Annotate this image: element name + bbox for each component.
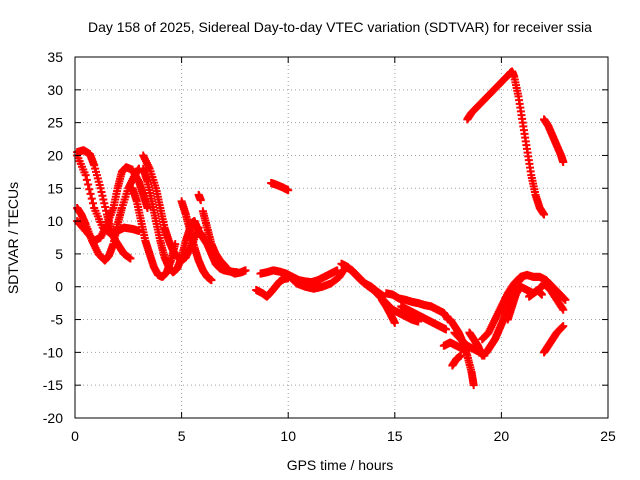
series-s28 <box>540 322 568 357</box>
data-point-marker <box>559 322 568 331</box>
y-tick-label: 0 <box>55 279 63 295</box>
x-tick-label: 20 <box>494 428 510 444</box>
series-s25 <box>478 270 570 344</box>
data-point-marker <box>540 210 549 219</box>
y-tick-label: -15 <box>43 377 63 393</box>
series-s29 <box>463 67 549 219</box>
data-point-marker <box>88 199 97 208</box>
y-tick-label: -20 <box>43 410 63 426</box>
series-s17 <box>378 295 399 327</box>
data-point-marker <box>81 171 90 180</box>
series-s22 <box>439 338 468 354</box>
series-s30 <box>540 115 568 167</box>
series-s16 <box>267 179 293 195</box>
y-tick-label: 15 <box>47 180 63 196</box>
series-s4 <box>73 163 152 245</box>
y-tick-label: 5 <box>55 246 63 262</box>
series-s18 <box>382 289 453 324</box>
x-tick-label: 0 <box>71 428 79 444</box>
data-point-marker <box>196 196 205 205</box>
y-axis-label: SDTVAR / TECUs <box>5 182 21 294</box>
series-s9 <box>194 190 205 205</box>
data-point-marker <box>126 254 135 263</box>
plot-frame <box>74 56 609 419</box>
grid-lines <box>75 57 608 418</box>
y-tick-label: 25 <box>47 115 63 131</box>
x-tick-label: 15 <box>387 428 403 444</box>
data-point-marker <box>241 266 250 275</box>
y-tick-label: -5 <box>51 312 64 328</box>
data-point-marker <box>459 345 468 354</box>
series-s23 <box>448 351 465 370</box>
data-point-marker <box>85 185 94 194</box>
y-tick-label: 20 <box>47 147 63 163</box>
data-point-marker <box>559 158 568 167</box>
data-point-marker <box>207 276 216 285</box>
x-tick-label: 5 <box>178 428 186 444</box>
series-s27 <box>525 286 546 301</box>
data-point-marker <box>82 175 91 184</box>
data-points <box>73 67 570 390</box>
x-axis-label: GPS time / hours <box>287 457 394 473</box>
data-point-marker <box>87 194 96 203</box>
data-point-marker <box>86 189 95 198</box>
series-s12 <box>252 274 293 301</box>
data-point-marker <box>84 180 93 189</box>
data-point-marker <box>561 295 570 304</box>
data-point-marker <box>233 268 242 277</box>
data-point-marker <box>390 318 399 327</box>
y-tick-label: 35 <box>47 49 63 65</box>
x-tick-label: 10 <box>280 428 296 444</box>
chart-title: Day 158 of 2025, Sidereal Day-to-day VTE… <box>88 19 592 35</box>
series-s11 <box>186 217 242 277</box>
y-axis-ticks: -20 -15 -10 -5 0 5 10 15 20 25 30 35 <box>43 49 608 426</box>
data-point-marker <box>171 240 180 249</box>
data-point-marker <box>284 186 293 195</box>
data-point-marker <box>456 351 465 360</box>
data-point-marker <box>134 226 143 235</box>
series-s7 <box>128 184 180 281</box>
y-tick-label: 30 <box>47 82 63 98</box>
data-point-marker <box>441 325 450 334</box>
data-point-marker <box>537 290 546 299</box>
y-tick-label: 10 <box>47 213 63 229</box>
y-tick-label: -10 <box>43 344 63 360</box>
x-tick-label: 25 <box>600 428 616 444</box>
data-point-marker <box>469 381 478 390</box>
data-point-marker <box>559 305 568 314</box>
series-s15 <box>337 259 423 326</box>
series-s19 <box>397 302 450 334</box>
x-axis-ticks: 0 5 10 15 20 25 <box>71 57 616 444</box>
